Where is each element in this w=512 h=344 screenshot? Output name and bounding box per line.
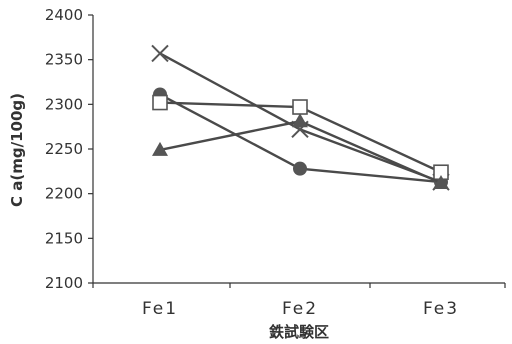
data-point-triangle	[292, 113, 308, 128]
data-point-cross	[151, 44, 169, 63]
x-axis-title: 鉄試験区	[269, 323, 329, 341]
series-triangle	[152, 113, 449, 189]
y-axis-title: C a(mg/100g)	[8, 93, 26, 207]
y-tick-label: 2250	[45, 140, 83, 158]
x-tick-label: Fe3	[423, 299, 459, 319]
data-point-square	[292, 99, 308, 115]
x-tick-label: Fe1	[142, 299, 178, 319]
y-axis-ticks: 2100 2150 2200 2250 2300 2350 2400	[45, 6, 93, 292]
data-point-triangle	[152, 141, 168, 156]
y-tick-label: 2300	[45, 95, 83, 113]
y-tick-label: 2350	[45, 51, 83, 69]
y-tick-label: 2400	[45, 6, 83, 24]
x-axis-labels: Fe1 Fe2 Fe3	[92, 283, 506, 319]
data-point-triangle	[433, 174, 449, 189]
series-layer	[151, 44, 450, 191]
data-point-circle	[293, 161, 307, 176]
y-tick-label: 2100	[45, 274, 83, 292]
y-tick-label: 2200	[45, 185, 83, 203]
x-tick-label: Fe2	[282, 299, 318, 319]
y-tick-label: 2150	[45, 229, 83, 247]
data-point-square	[152, 94, 168, 111]
